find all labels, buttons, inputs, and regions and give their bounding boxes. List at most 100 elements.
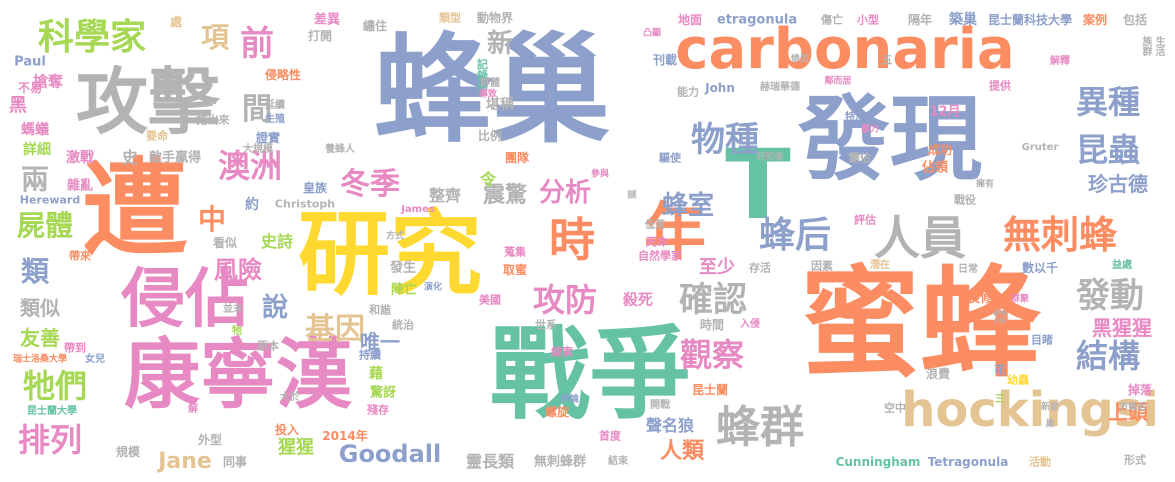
word-waixing: 外型 (197, 433, 223, 447)
word-pinggu: 評估 (854, 213, 876, 227)
word-fengchao: 蜂巢 (373, 21, 611, 159)
word-tigong: 提供 (989, 79, 1011, 93)
word-heixingxing: 黑猩猩 (1092, 316, 1152, 340)
word-tetragonula: Tetragonula (927, 455, 1009, 469)
word-wucifengqun: 無刺蜂群 (533, 454, 587, 470)
word-nver: 女兒 (85, 354, 105, 365)
word-daidao: 帶到 (64, 341, 86, 355)
word-dayu: 大於 (280, 392, 300, 403)
word-anli: 案例 (1082, 13, 1108, 27)
word-dailai: 帶來 (69, 249, 91, 263)
word-james: James (401, 204, 435, 215)
word-zhanling: 佔領 (921, 160, 949, 176)
word-bili: 比例 (477, 129, 503, 143)
word-jieshu: 結束 (608, 456, 628, 467)
word-wu: 五 (881, 53, 893, 67)
word-qianzai: 潛在 (870, 260, 890, 271)
word-huodong: 活動 (1029, 455, 1051, 469)
word-meiguo: 美國 (479, 293, 501, 307)
word-zhengshi: 證實 (255, 131, 281, 145)
word-ling: 令 (479, 170, 497, 189)
word-ruqin: 入侵 (740, 319, 760, 330)
word-guimo: 規模 (115, 445, 141, 459)
word-shi-history: 史 (121, 148, 139, 167)
word-kaizhan: 開戰 (650, 400, 670, 411)
word-souji: 蒐集 (504, 245, 526, 259)
word-yanxu: 延續 (265, 100, 285, 111)
word-diluo: 低落 (645, 220, 665, 231)
word-chayi: 差異 (313, 12, 341, 28)
word-qinluexing: 侵略性 (264, 68, 302, 82)
word-faxian: 發現 (797, 86, 983, 193)
word-mayi: 螞蟻 (21, 122, 49, 138)
word-huangzu: 皇族 (302, 181, 328, 195)
word-fengshi: 蜂室 (661, 191, 715, 221)
word-qiangduo: 搶奪 (32, 72, 64, 91)
word-zhuchao: 築巢 (949, 12, 977, 28)
word-kancheng: 堪稱 (486, 97, 514, 113)
word-yanjiuzhe: 研究者 (756, 152, 784, 163)
word-lei: 類 (20, 255, 50, 288)
word-daguimo: 大規模 (243, 144, 273, 155)
word-shishi: 史詩 (260, 232, 294, 251)
word-shenghuo: 生活 (1153, 36, 1164, 56)
word-jiludao: 記錄到 (475, 58, 489, 92)
word-yuanben: 原本 (257, 339, 279, 353)
word-hockingsi: hockingsi (901, 382, 1159, 438)
word-chao: 巢 (1045, 419, 1055, 430)
word-richang: 日常 (958, 264, 978, 275)
word-gongji: 攻擊 (75, 60, 221, 144)
word-yichu: 益處 (1112, 260, 1132, 271)
word-shiti: 屍體 (16, 209, 74, 242)
word-shengminglang: 聲名狼 (645, 416, 695, 435)
word-jie: 藉 (369, 366, 383, 382)
word-youchong: 幼蟲 (1007, 373, 1029, 387)
word-tuochulai: 拖出來 (196, 113, 230, 127)
word-linerju: 鄰而居 (824, 76, 852, 87)
word-siming: 死命 (646, 235, 668, 249)
word-shi: 時 (549, 213, 595, 267)
word-pinglun: 評論 (560, 394, 580, 405)
word-shangtou: 上頭 (1108, 400, 1148, 424)
word-xingshi: 形式 (1124, 453, 1146, 467)
word-yanhua: 演化 (423, 282, 443, 293)
word-hereward: Hereward (19, 193, 81, 207)
word-paul: Paul (14, 54, 46, 70)
word-buyi: 不易 (17, 81, 43, 95)
word-dongji: 冬季 (340, 167, 400, 202)
word-tebie: 特別 (845, 112, 865, 123)
word-kongzhong: 空中 (884, 401, 906, 415)
word-yongyou: 擁有 (975, 179, 995, 190)
word-aozhou: 澳洲 (217, 147, 283, 185)
word-qian: 前 (240, 24, 274, 64)
word-yanjiu: 研究 (297, 201, 483, 308)
word-t: T (725, 129, 791, 241)
word-tongzhi: 統治 (392, 318, 414, 332)
word-kunshilan: 昆士蘭 (691, 383, 729, 397)
word-renlei: 人類 (659, 439, 705, 464)
word-kangninghan: 康寧漢 (124, 330, 352, 419)
word-bingwei: 並未 (223, 304, 243, 315)
word-hexie: 和諧 (369, 303, 391, 317)
word-jingya: 驚訝 (369, 385, 397, 401)
word-zaluan: 雜亂 (66, 178, 94, 194)
word-dishouyingde: 敵手贏得 (148, 150, 202, 166)
word-leixing: 類型 (439, 11, 461, 25)
word-cancun: 殘存 (367, 403, 389, 417)
word-shoudu: 首度 (599, 429, 621, 443)
word-xinjia: 新家 (1040, 402, 1060, 413)
word-john: John (705, 81, 735, 95)
word-jizhan: 激戰 (66, 150, 94, 166)
word-tuxian: 凸顯 (642, 28, 662, 39)
word-langfei: 浪費 (925, 367, 951, 381)
word-pailie: 排列 (17, 421, 83, 459)
word-xiaoxing: 小型 (857, 13, 879, 27)
word-yaoming: 要命 (146, 129, 168, 143)
word-mi: 謎 (627, 190, 637, 201)
word-canlie: 慘烈 (790, 54, 810, 65)
word-chang: 常 (993, 310, 1007, 326)
word-san: 三 (995, 394, 1005, 405)
word-jane: Jane (158, 449, 212, 474)
word-diaoluo: 掉落 (1127, 383, 1153, 397)
